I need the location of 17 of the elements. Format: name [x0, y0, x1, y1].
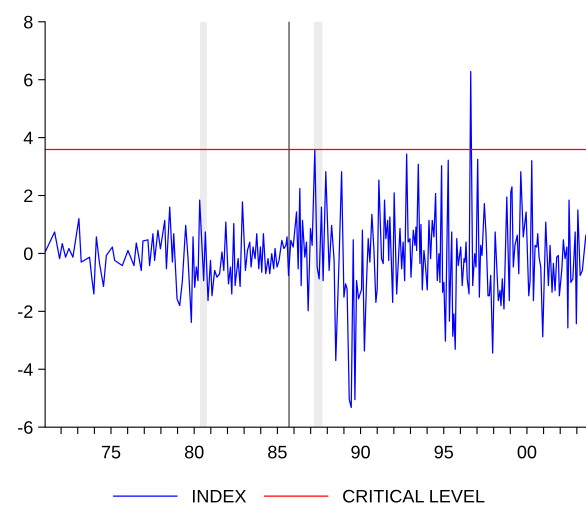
y-tick-label: 6 — [24, 74, 33, 86]
legend-label: INDEX — [192, 490, 246, 502]
y-tick-label: -2 — [18, 305, 32, 318]
x-tick-label: 00 — [518, 446, 536, 458]
legend-label: CRITICAL LEVEL — [343, 490, 484, 503]
x-tick-label: 95 — [434, 446, 454, 458]
y-tick-label: 2 — [24, 189, 32, 202]
y-tick-label: 8 — [24, 16, 33, 29]
y-tick-label: 4 — [24, 132, 33, 144]
y-tick-label: -4 — [18, 363, 33, 376]
x-tick-label: 75 — [102, 446, 120, 458]
line-series — [45, 70, 586, 408]
x-tick-label: 85 — [268, 446, 287, 458]
x-tick-label: 90 — [351, 446, 370, 458]
y-tick-label: 0 — [24, 247, 33, 260]
y-tick-label: -6 — [18, 421, 33, 434]
x-tick-label: 80 — [184, 446, 204, 458]
